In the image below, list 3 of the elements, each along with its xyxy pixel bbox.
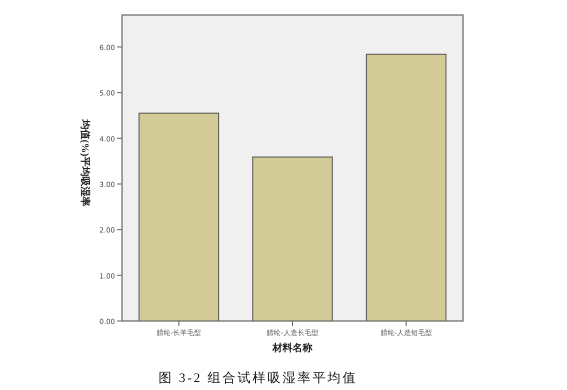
x-axis-title: 材料名称: [272, 342, 314, 354]
caption: 图 3-2 组合试样吸湿率平均值: [158, 370, 358, 385]
y-axis-title: 均值(%)平均吸湿率: [79, 118, 91, 206]
